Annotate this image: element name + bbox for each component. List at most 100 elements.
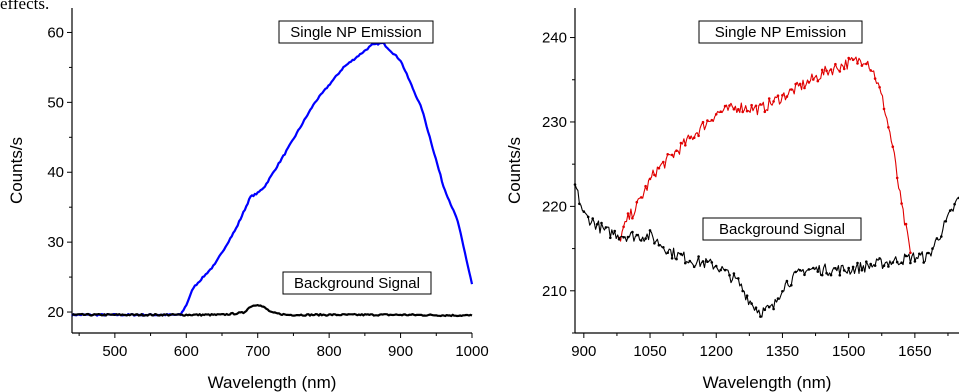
x-axis-label: Wavelength (nm) xyxy=(208,373,337,392)
series-point xyxy=(670,257,674,260)
series-point xyxy=(635,200,639,204)
series-point xyxy=(763,110,767,114)
series-point xyxy=(737,277,740,280)
series-point xyxy=(895,260,899,264)
series-point xyxy=(617,237,621,241)
series-point xyxy=(763,308,767,312)
series-point xyxy=(582,210,586,213)
series-point xyxy=(772,100,775,103)
series-point xyxy=(825,271,828,275)
annotation-box xyxy=(698,20,863,44)
series-point xyxy=(714,264,718,268)
series-point xyxy=(807,81,811,84)
series-point xyxy=(918,252,921,256)
x-tick-label: 1650 xyxy=(898,343,931,360)
x-tick-label: 1500 xyxy=(832,343,865,360)
series-point xyxy=(834,62,837,66)
series-point xyxy=(653,242,656,245)
series-point xyxy=(891,261,895,264)
annotation-label: Single NP Emission xyxy=(290,24,421,41)
annotation-box xyxy=(282,271,432,295)
x-tick-label: 800 xyxy=(317,343,342,360)
chart-right: 900 1050 1200 1350 1500 1650 210 220 230 240 Wavel… xyxy=(505,8,959,392)
series-point xyxy=(648,229,652,232)
series-point xyxy=(573,183,577,186)
series-point xyxy=(909,251,912,255)
series-point xyxy=(626,235,630,239)
series-point xyxy=(754,306,758,310)
series-markers-0 xyxy=(617,56,912,255)
series-point xyxy=(666,251,669,254)
series-point xyxy=(710,118,714,122)
annotation-label: Single NP Emission xyxy=(715,24,846,41)
series-point xyxy=(719,268,722,272)
series-point xyxy=(926,251,930,255)
series-point xyxy=(798,82,802,86)
series-point xyxy=(728,104,731,107)
series-point xyxy=(909,261,912,265)
series-point xyxy=(816,270,820,273)
x-tick-label: 500 xyxy=(102,343,127,360)
series-point xyxy=(851,265,855,269)
series-point xyxy=(710,261,714,264)
series-point xyxy=(697,255,700,258)
y-tick-label: 220 xyxy=(542,198,567,215)
series-point xyxy=(697,134,700,138)
series-point xyxy=(578,202,581,206)
series-point xyxy=(679,141,683,145)
series-point xyxy=(591,217,594,220)
series-point xyxy=(657,243,661,247)
series-point xyxy=(829,68,833,71)
series-point xyxy=(622,225,625,229)
series-point xyxy=(675,149,678,152)
series-point xyxy=(670,153,674,157)
series-point xyxy=(904,222,908,226)
series-point xyxy=(732,272,736,275)
series-point xyxy=(745,294,749,298)
series-point xyxy=(807,268,811,271)
series-point xyxy=(586,215,590,219)
series-point xyxy=(745,109,749,113)
series-point xyxy=(595,223,599,226)
figure-caption-fragment: effects. xyxy=(0,0,50,13)
series-point xyxy=(653,173,656,177)
series-point xyxy=(772,307,775,311)
series-point xyxy=(701,120,705,124)
y-tick-label: 240 xyxy=(542,30,567,47)
series-point xyxy=(719,110,722,113)
series-point xyxy=(900,261,903,265)
series-point xyxy=(935,237,939,240)
series-point xyxy=(847,266,850,270)
x-tick-label: 1050 xyxy=(633,343,666,360)
series-point xyxy=(662,246,665,249)
y-axis-label: Counts/s xyxy=(505,137,524,204)
series-point xyxy=(887,126,890,129)
x-axis-label: Wavelength (nm) xyxy=(703,373,832,392)
series-point xyxy=(741,289,744,293)
series-point xyxy=(759,103,762,106)
series-point xyxy=(613,229,616,233)
series-point xyxy=(684,261,687,265)
series-point xyxy=(790,283,793,287)
series-point xyxy=(754,104,758,108)
series-point xyxy=(948,209,952,212)
series-point xyxy=(931,247,934,250)
series-point xyxy=(803,86,806,90)
series-point xyxy=(825,69,828,73)
series-point xyxy=(820,68,824,72)
series-point xyxy=(631,216,634,220)
series-point xyxy=(873,77,877,80)
series-point xyxy=(639,239,643,242)
annotation-label: Background Signal xyxy=(294,275,420,292)
annotation-box xyxy=(702,217,862,241)
series-point xyxy=(723,268,727,272)
y-tick-label: 30 xyxy=(47,234,64,251)
series-point xyxy=(882,264,886,268)
series-point xyxy=(737,108,740,111)
series-point xyxy=(829,273,833,277)
series-point xyxy=(790,88,793,91)
series-point xyxy=(922,261,925,264)
series-point xyxy=(706,260,709,264)
series-point xyxy=(812,78,815,81)
series-point xyxy=(842,269,846,272)
